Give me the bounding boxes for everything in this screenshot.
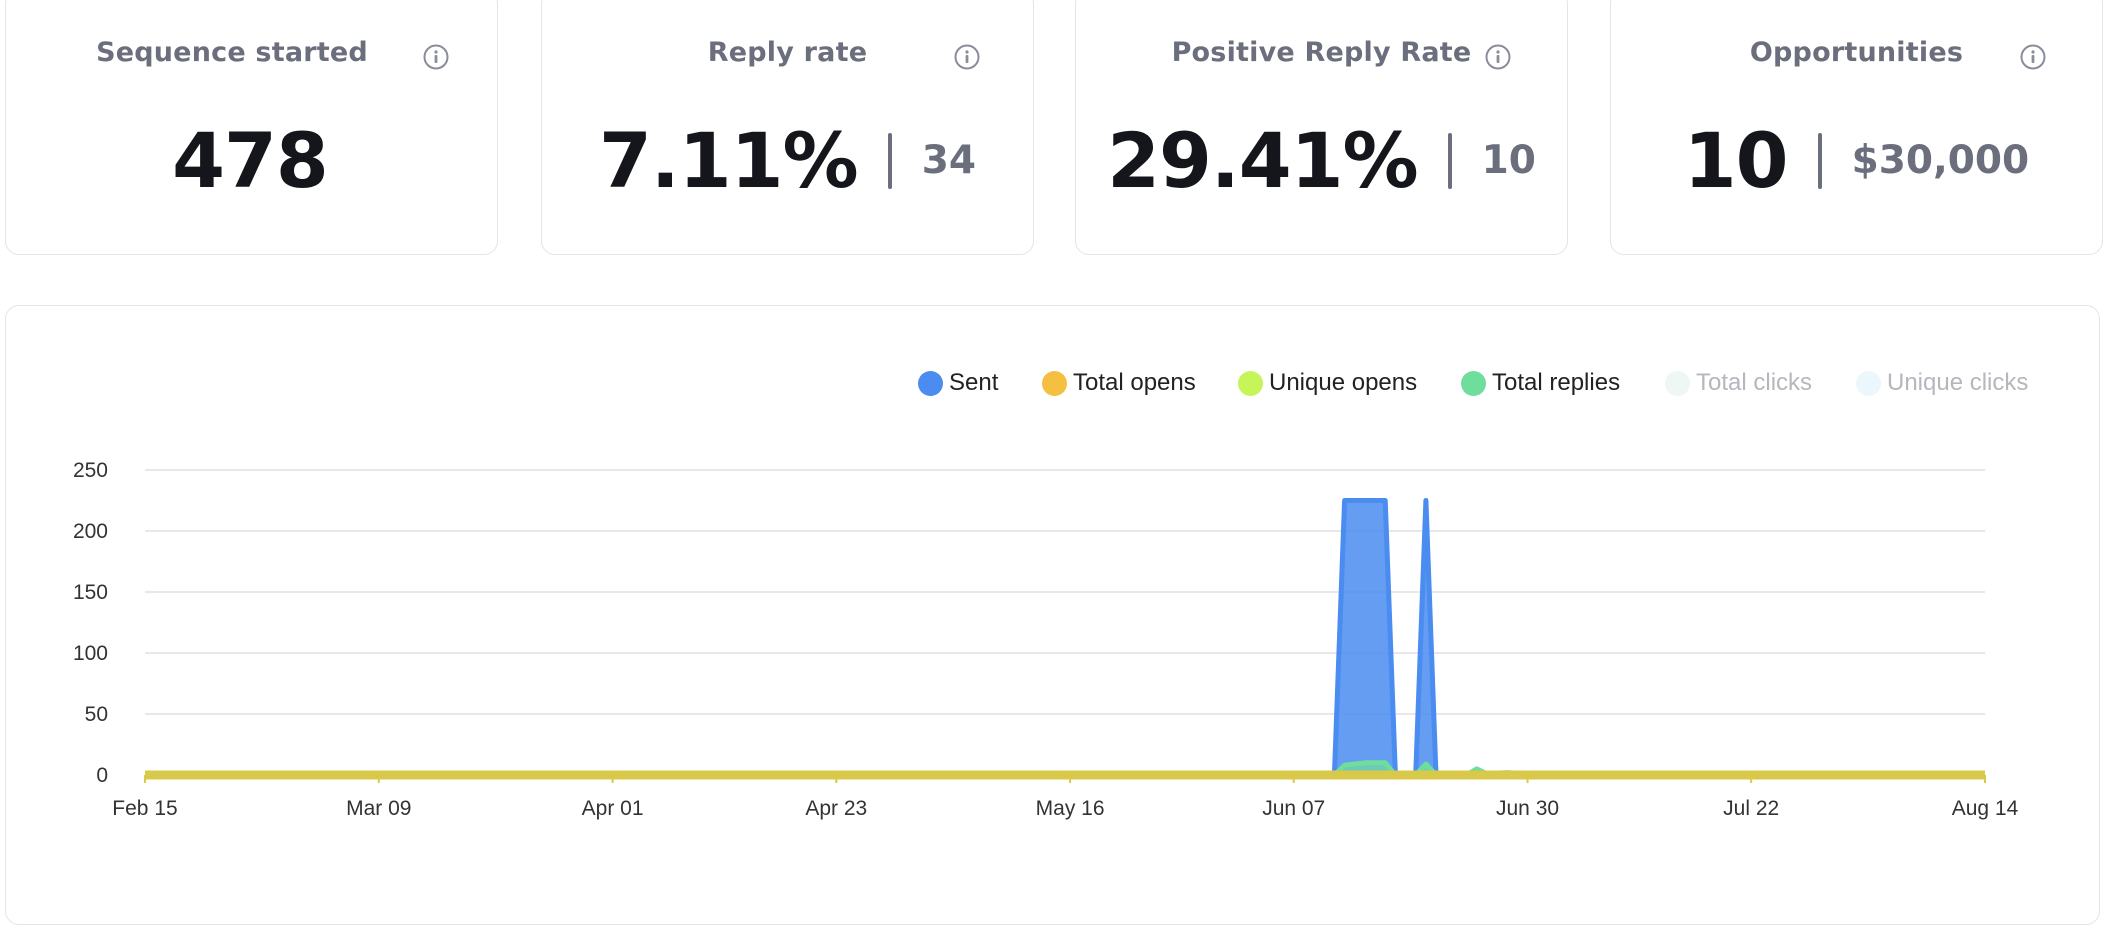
- legend-label: Unique opens: [1269, 369, 1418, 396]
- stat-value-row: 29.41% 10: [1076, 116, 1567, 205]
- stat-value-row: 478: [6, 116, 499, 205]
- stat-card-positive-reply-rate: Positive Reply Rate 29.41% 10: [1075, 0, 1568, 255]
- legend-swatch: [1665, 370, 1690, 396]
- x-tick-label: Mar 09: [346, 797, 411, 820]
- legend-item-unique-opens[interactable]: Unique opens: [1238, 365, 1417, 401]
- info-icon[interactable]: [1484, 43, 1512, 71]
- stat-title: Positive Reply Rate: [1171, 37, 1472, 68]
- stat-value: 10: [1683, 116, 1789, 205]
- stat-value-row: 10 $30,000: [1611, 116, 2102, 205]
- y-tick-label: 0: [96, 764, 108, 787]
- stat-card-sequence-started: Sequence started 478: [5, 0, 498, 255]
- series-area-sent: [145, 500, 1985, 775]
- legend-item-total-replies[interactable]: Total replies: [1461, 365, 1620, 401]
- y-tick-label: 250: [73, 459, 108, 482]
- value-divider: [1817, 132, 1822, 189]
- x-tick-label: Jun 07: [1262, 797, 1325, 820]
- y-tick-label: 50: [85, 703, 108, 726]
- value-divider: [887, 132, 892, 189]
- legend-label: Total replies: [1492, 369, 1621, 396]
- x-tick-label: Apr 01: [582, 797, 644, 820]
- stat-secondary-value: $30,000: [1851, 138, 2030, 183]
- info-icon[interactable]: [422, 43, 450, 71]
- legend-swatch: [918, 370, 943, 396]
- legend-item-unique-clicks[interactable]: Unique clicks: [1856, 365, 2028, 401]
- legend-item-total-opens[interactable]: Total opens: [1042, 365, 1196, 401]
- y-tick-label: 150: [73, 581, 108, 604]
- x-tick-label: Aug 14: [1952, 797, 2019, 820]
- x-tick-label: Jul 22: [1723, 797, 1779, 820]
- value-divider: [1447, 132, 1452, 189]
- stat-secondary-value: 34: [921, 138, 976, 183]
- stats-cards: Sequence started 478 Reply rate 7.11% 34…: [0, 0, 2110, 260]
- legend-label: Total opens: [1073, 369, 1196, 396]
- series-line-sent: [145, 498, 1985, 778]
- x-tick-label: Feb 15: [112, 797, 177, 820]
- chart-series: [145, 498, 1985, 780]
- legend-label: Total clicks: [1696, 369, 1813, 396]
- legend-swatch: [1238, 370, 1263, 396]
- info-icon[interactable]: [953, 43, 981, 71]
- stat-title: Sequence started: [96, 37, 368, 68]
- y-tick-label: 100: [73, 642, 108, 665]
- legend-item-total-clicks[interactable]: Total clicks: [1665, 365, 1812, 401]
- x-axis: Feb 15 Mar 09 Apr 01 Apr 23 May 16 Jun 07 Jun …: [112, 775, 2019, 820]
- stat-value: 29.41%: [1107, 116, 1419, 205]
- legend-swatch: [1042, 370, 1067, 396]
- chart-plot: 0 50 100 150 200 250 Feb 15 Mar 09 Apr 01 Apr 23…: [73, 459, 2019, 820]
- x-tick-label: Jun 30: [1496, 797, 1559, 820]
- chart-legend: Sent Total opens Unique opens Total repl…: [0, 365, 2110, 401]
- stat-secondary-value: 10: [1481, 138, 1536, 183]
- legend-label: Unique clicks: [1887, 369, 2029, 396]
- legend-label: Sent: [949, 369, 999, 396]
- stat-title: Opportunities: [1749, 37, 1964, 68]
- chart-card: [5, 305, 2100, 925]
- legend-item-sent[interactable]: Sent: [918, 365, 998, 401]
- y-tick-label: 200: [73, 520, 108, 543]
- x-tick-label: Apr 23: [805, 797, 867, 820]
- stat-value: 7.11%: [599, 116, 859, 205]
- chart-grid: [145, 469, 1985, 776]
- legend-swatch: [1856, 370, 1881, 396]
- stat-card-opportunities: Opportunities 10 $30,000: [1610, 0, 2103, 255]
- legend-swatch: [1461, 370, 1486, 396]
- info-icon[interactable]: [2019, 43, 2047, 71]
- stat-value: 478: [172, 116, 329, 205]
- y-axis: 0 50 100 150 200 250: [73, 459, 108, 787]
- stat-value-row: 7.11% 34: [542, 116, 1033, 205]
- x-tick-label: May 16: [1036, 797, 1105, 820]
- stat-title: Reply rate: [707, 37, 868, 68]
- stat-card-reply-rate: Reply rate 7.11% 34: [541, 0, 1034, 255]
